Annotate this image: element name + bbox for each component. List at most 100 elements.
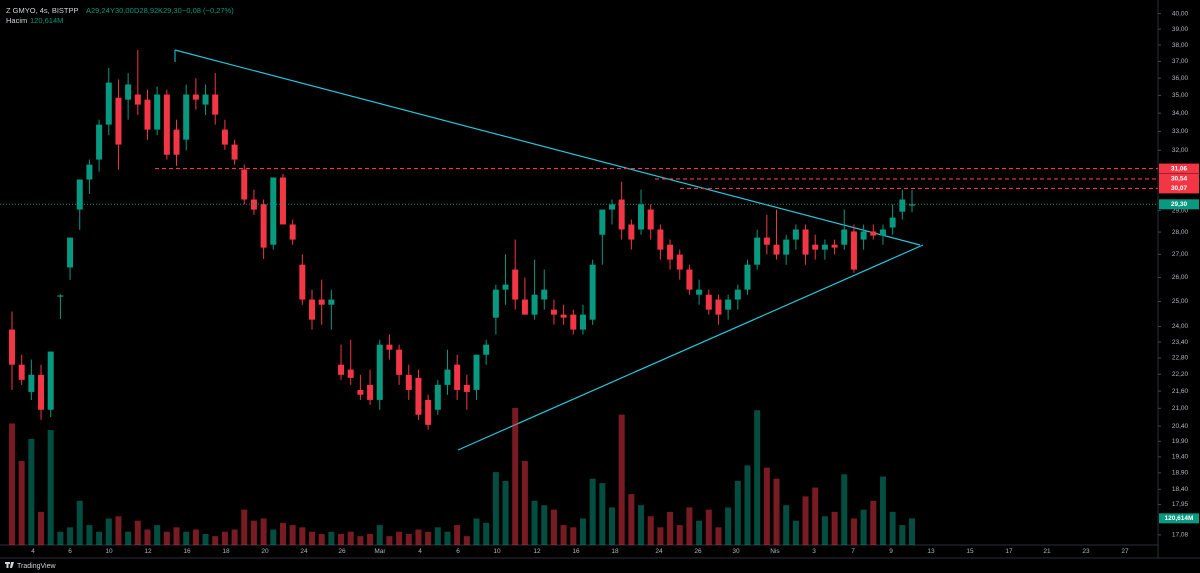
volume-bar: [783, 505, 790, 545]
candle-body: [434, 384, 441, 410]
y-tick-label: 38,00: [1172, 42, 1189, 49]
x-tick-label: Mar: [374, 548, 386, 555]
volume-bar: [425, 531, 432, 545]
volume-bar: [192, 529, 199, 545]
candle-body: [783, 239, 790, 255]
candle-body: [512, 269, 519, 300]
volume-bar: [318, 533, 325, 545]
x-tick-label: Nis: [770, 548, 780, 555]
volume-bar: [454, 525, 461, 545]
candle-body: [589, 264, 596, 320]
candle-body: [463, 384, 470, 392]
candle-body: [744, 264, 751, 290]
x-tick-label: 6: [456, 548, 460, 555]
volume-bar: [347, 531, 354, 545]
volume-bar: [38, 511, 45, 545]
volume-bar: [715, 527, 722, 545]
volume-bar: [792, 520, 799, 545]
y-tick-label: 20,40: [1172, 423, 1189, 430]
price-badge: [1159, 163, 1199, 174]
candle-body: [676, 254, 683, 270]
candle-body: [763, 237, 770, 245]
candle-body: [202, 94, 209, 105]
candle-body: [279, 177, 286, 225]
x-tick-label: 12: [533, 548, 541, 555]
x-tick-label: 10: [493, 548, 501, 555]
candle-body: [734, 289, 741, 300]
y-tick-label: 34,00: [1172, 110, 1189, 117]
candle-body: [212, 94, 219, 115]
candle-body: [115, 97, 122, 145]
candle-body: [250, 199, 257, 210]
y-tick-label: 19,90: [1172, 438, 1189, 445]
y-tick-label: 27,00: [1172, 251, 1189, 258]
y-tick-label: 24,00: [1172, 323, 1189, 330]
volume-bar: [154, 525, 161, 545]
candle-body: [638, 204, 645, 230]
volume-bar: [850, 518, 857, 545]
volume-bar: [309, 531, 315, 545]
volume-badge: [1159, 513, 1199, 524]
volume-bar: [47, 430, 54, 545]
candle-body: [76, 179, 83, 210]
volume-bar: [231, 529, 238, 545]
candle-body: [454, 364, 461, 390]
y-tick-label: 37,00: [1172, 58, 1189, 65]
volume-bar: [86, 525, 93, 545]
candle-body: [270, 177, 277, 245]
candle-body: [231, 144, 238, 160]
candle-body: [889, 217, 896, 228]
volume-bar: [550, 509, 557, 545]
volume-bar: [802, 496, 809, 545]
volume-bar: [260, 518, 267, 545]
y-tick-label: 18,90: [1172, 470, 1189, 477]
x-tick-label: 9: [889, 548, 893, 555]
candle-body: [628, 224, 635, 240]
volume-bar: [250, 520, 257, 545]
y-tick-label: 40,00: [1172, 10, 1189, 17]
candle-body: [870, 231, 877, 236]
volume-bar: [812, 487, 819, 545]
volume-bar: [618, 414, 625, 545]
x-tick-label: 7: [851, 548, 855, 555]
volume-bar: [909, 518, 915, 545]
ohlc-value: D28,92: [134, 6, 158, 15]
y-tick-label: 32,00: [1172, 147, 1189, 154]
candle-body: [357, 389, 364, 395]
volume-value: 120,614M: [30, 16, 63, 25]
x-tick-label: 16: [183, 548, 191, 555]
volume-bar: [444, 531, 451, 545]
trendline-lower: [457, 244, 924, 451]
volume-bar: [9, 423, 15, 545]
candle-body: [812, 244, 819, 250]
volume-bar: [860, 509, 867, 545]
candle-body: [192, 94, 199, 100]
candle-body: [241, 169, 248, 200]
candle-body: [715, 299, 722, 315]
candle-body: [560, 314, 567, 318]
volume-badge-label: 120,614M: [1165, 515, 1194, 522]
candle-body: [502, 284, 509, 290]
volume-bar: [386, 536, 393, 545]
price-badge-label: 31,06: [1171, 165, 1188, 172]
x-tick-label: 16: [572, 548, 580, 555]
volume-bar: [879, 476, 886, 545]
candle-body: [386, 344, 393, 350]
volume-bar: [76, 500, 83, 545]
candle-body: [328, 299, 335, 305]
volume-bar: [686, 507, 693, 545]
candle-body: [125, 84, 132, 100]
volume-bar: [473, 518, 480, 545]
y-tick-label: 21,60: [1172, 388, 1189, 395]
candle-body: [570, 314, 577, 330]
y-tick-label: 25,00: [1172, 298, 1189, 305]
candle-body: [473, 354, 480, 390]
y-tick-label: 22,20: [1172, 371, 1189, 378]
candle-body: [773, 244, 780, 255]
candle-body: [899, 199, 906, 212]
volume-bar: [744, 465, 751, 545]
volume-bar: [328, 531, 335, 545]
candle-body: [444, 369, 451, 385]
candle-body: [86, 164, 93, 180]
